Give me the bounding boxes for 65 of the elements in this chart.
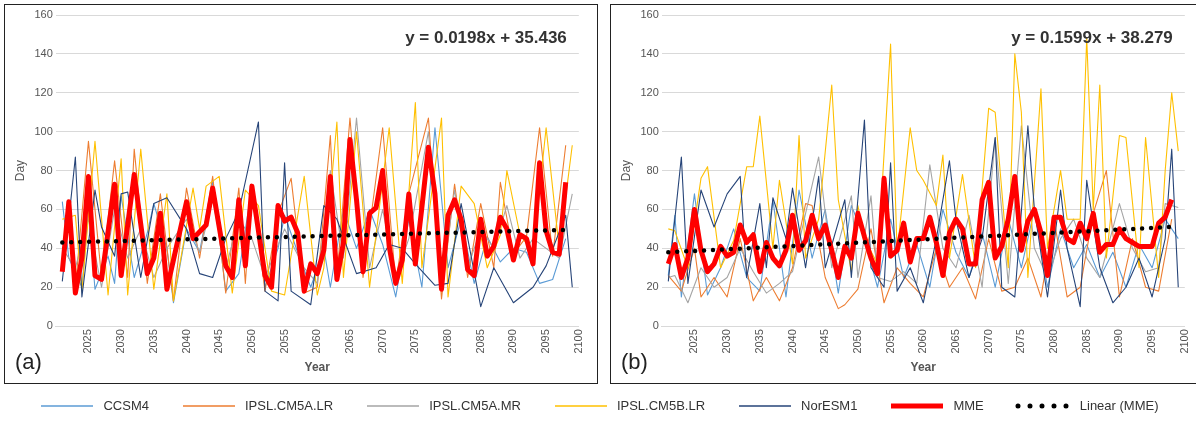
- annotation: y = 0.1599x + 38.279: [1011, 27, 1173, 47]
- x-tick-label: 2060: [310, 329, 323, 354]
- x-tick-label: 2070: [375, 329, 388, 354]
- annotation: y = 0.0198x + 35.436: [405, 27, 567, 47]
- x-tick-label: 2075: [1014, 329, 1027, 354]
- x-tick-label: 2085: [1079, 329, 1092, 354]
- x-tick-label: 2025: [687, 329, 700, 354]
- x-tick-label: 2045: [212, 329, 225, 354]
- text: (b): [621, 349, 648, 375]
- y-tick-label: 140: [34, 46, 53, 59]
- x-axis-title: Year: [910, 360, 937, 375]
- legend-label: MME: [953, 398, 984, 413]
- x-tick-label: 2080: [1047, 329, 1060, 354]
- x-tick-label: 2075: [408, 329, 421, 354]
- x-tick-label: 2050: [244, 329, 257, 354]
- x-tick-label: 2095: [539, 329, 552, 354]
- x-axis-title: Year: [304, 360, 331, 375]
- x-tick-label: 2065: [949, 329, 961, 354]
- x-tick-label: 2100: [571, 329, 584, 354]
- x-tick-label: 2100: [1177, 329, 1190, 354]
- x-tick-label: 2095: [1145, 329, 1158, 354]
- x-tick-label: 2025: [81, 329, 94, 354]
- x-tick-label: 2090: [1112, 329, 1125, 354]
- x-tick-label: 2055: [277, 329, 290, 354]
- y-tick-label: 60: [40, 202, 53, 215]
- legend-label: CCSM4: [103, 398, 149, 413]
- x-tick-label: 2040: [785, 329, 798, 354]
- x-tick-label: 2050: [850, 329, 863, 354]
- y-tick-label: 80: [646, 163, 659, 176]
- x-tick-label: 2090: [506, 329, 519, 354]
- x-tick-label: 2085: [473, 329, 486, 354]
- x-tick-label: 2055: [883, 329, 896, 354]
- y-axis-title: Day: [618, 159, 633, 182]
- y-tick-label: 0: [46, 319, 53, 332]
- text: (a): [15, 349, 42, 375]
- legend-label: IPSL.CM5A.LR: [245, 398, 334, 413]
- y-tick-label: 60: [646, 202, 659, 215]
- y-tick-label: 140: [640, 46, 659, 59]
- y-tick-label: 20: [40, 280, 53, 293]
- y-tick-label: 100: [34, 124, 53, 137]
- y-tick-label: 120: [34, 85, 53, 98]
- x-tick-label: 2060: [916, 329, 929, 354]
- y-tick-label: 40: [646, 241, 659, 254]
- x-tick-label: 2065: [343, 329, 355, 354]
- x-tick-label: 2080: [441, 329, 454, 354]
- y-tick-label: 160: [34, 8, 53, 21]
- x-tick-label: 2070: [981, 329, 994, 354]
- y-tick-label: 80: [40, 163, 53, 176]
- y-tick-label: 20: [646, 280, 659, 293]
- y-tick-label: 40: [40, 241, 53, 254]
- y-tick-label: 100: [640, 124, 659, 137]
- x-tick-label: 2045: [818, 329, 831, 354]
- x-tick-label: 2040: [179, 329, 192, 354]
- legend-label: Linear (MME): [1079, 398, 1159, 413]
- y-tick-label: 0: [652, 319, 659, 332]
- x-tick-label: 2035: [752, 329, 765, 354]
- x-tick-label: 2035: [146, 329, 159, 354]
- x-tick-label: 2030: [720, 329, 733, 354]
- legend-label: NorESM1: [801, 398, 858, 413]
- y-tick-label: 120: [640, 85, 659, 98]
- x-tick-label: 2030: [114, 329, 127, 354]
- y-tick-label: 160: [640, 8, 659, 21]
- legend-label: IPSL.CM5A.MR: [429, 398, 521, 413]
- y-axis-title: Day: [12, 159, 27, 182]
- legend-label: IPSL.CM5B.LR: [616, 398, 706, 413]
